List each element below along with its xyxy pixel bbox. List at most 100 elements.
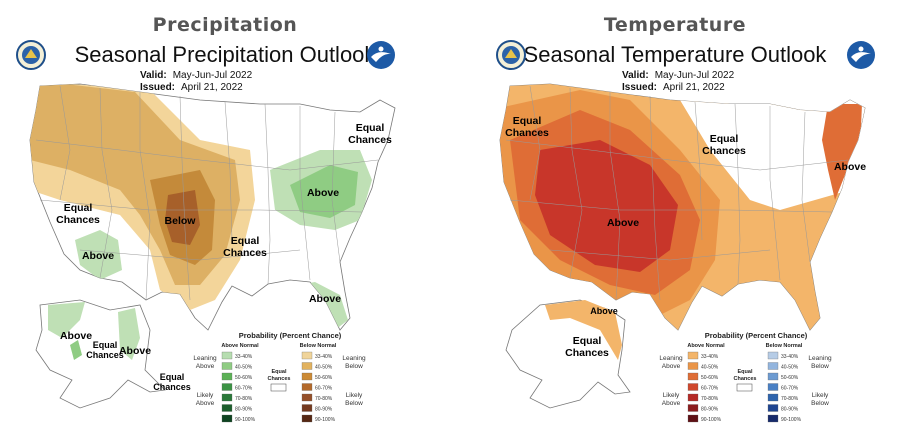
label-ec-n-2: Chances [702,145,746,157]
legend-swatch [767,351,779,360]
legend-swatch [767,393,779,402]
svg-text:Above: Above [196,363,215,370]
legend-swatch [221,404,233,412]
legend-range-label: 60-70% [701,386,719,392]
legend-range-label: 50-60% [235,375,253,381]
legend-range-label: 50-60% [701,375,719,381]
label-below-central: Below [165,215,197,227]
legend-range-label: 70-80% [701,396,719,402]
temp-issued: Issued: April 21, 2022 [622,82,725,93]
precipitation-panel: Precipitation Seasonal Precipitation Out… [16,14,396,423]
noaa-logo-icon [847,41,875,69]
svg-text:Above Normal: Above Normal [687,343,725,349]
legend-range-label: 33-40% [781,354,799,360]
precip-legend: Probability (Percent Chance) Above Norma… [193,331,366,423]
svg-text:Likely: Likely [197,392,214,399]
svg-text:Below: Below [345,363,363,370]
legend-range-label: 60-70% [235,386,253,392]
svg-text:Below: Below [811,363,829,370]
label-above-ak2: Above [119,345,151,357]
legend-swatch [687,383,699,391]
svg-text:Below Normal: Below Normal [766,343,803,349]
precip-title: Seasonal Precipitation Outlook [74,42,376,67]
legend-range-label: 90-100% [235,417,256,423]
label-ec-ne-2: Chances [348,134,392,146]
legend-swatch [687,393,699,402]
temp-header: Temperature [603,14,747,36]
svg-text:Above Normal: Above Normal [221,343,259,349]
legend-range-label: 40-50% [235,365,253,371]
svg-text:Above: Above [662,400,681,407]
legend-range-label: 33-40% [235,354,253,360]
label-above-ne: Above [834,161,866,173]
svg-text:Equal: Equal [738,369,753,375]
svg-text:Above: Above [662,363,681,370]
label-ec-w-2: Chances [56,214,100,226]
legend-range-label: 40-50% [781,365,799,371]
label-ec-n-1: Equal [710,133,739,145]
legend-swatch [301,383,313,391]
legend-range-label: 33-40% [701,354,719,360]
legend-swatch [767,404,779,412]
legend-swatch [301,372,313,381]
label-above-ak1: Above [60,330,92,342]
svg-text:Leaning: Leaning [342,355,366,362]
svg-text:Likely: Likely [812,392,829,399]
legend-range-label: 40-50% [701,365,719,371]
precip-header: Precipitation [152,14,298,36]
legend-swatch [301,351,313,360]
noaa-logo-icon [367,41,395,69]
legend-range-label: 80-90% [701,407,719,413]
temp-legend: Probability (Percent Chance) Above Norma… [659,331,832,423]
precip-map: Below Above Above Above Above Above Equa… [29,83,396,423]
precip-valid: Valid: May-Jun-Jul 2022 [140,70,253,81]
legend-range-label: 70-80% [781,396,799,402]
svg-text:Below Normal: Below Normal [300,343,337,349]
svg-text:Chances: Chances [268,376,291,382]
legend-range-label: 50-60% [315,375,333,381]
label-ec-w-2: Chances [505,127,549,139]
label-ec-s-1: Equal [231,235,260,247]
legend-range-label: 70-80% [235,396,253,402]
svg-text:Below: Below [811,400,829,407]
legend-swatch [767,414,779,423]
legend-range-label: 50-60% [781,375,799,381]
legend-range-label: 70-80% [315,396,333,402]
legend-range-label: 40-50% [315,365,333,371]
legend-range-label: 33-40% [315,354,333,360]
svg-text:Leaning: Leaning [193,355,217,362]
label-ec-ne-1: Equal [356,122,385,134]
precip-issued: Issued: April 21, 2022 [140,82,243,93]
legend-swatch [767,383,779,391]
legend-range-label: 90-100% [781,417,802,423]
temp-valid: Valid: May-Jun-Jul 2022 [622,70,735,81]
legend-swatch [301,404,313,412]
svg-text:Leaning: Leaning [808,355,832,362]
legend-swatch [687,372,699,381]
legend-swatch [301,414,313,423]
label-above-center: Above [607,217,639,229]
label-above-ne: Above [307,187,339,199]
legend-swatch [221,393,233,402]
label-ec-ak-2: Chances [565,347,609,359]
svg-text:Probability (Percent Chance): Probability (Percent Chance) [239,331,342,340]
label-ec-w-1: Equal [513,115,542,127]
legend-range-label: 80-90% [235,407,253,413]
legend-range-label: 60-70% [315,386,333,392]
svg-text:Chances: Chances [734,376,757,382]
temperature-panel: Temperature Seasonal Temperature Outlook… [450,0,900,434]
legend-range-label: 80-90% [781,407,799,413]
label-above-ak: Above [590,306,618,316]
legend-swatch [221,351,233,360]
svg-text:Probability (Percent Chance): Probability (Percent Chance) [705,331,808,340]
temp-map: Above Above Above Equal Chances Equal Ch… [499,83,866,423]
legend-swatch [687,414,699,423]
legend-swatch [301,362,313,370]
svg-text:Below: Below [345,400,363,407]
legend-swatch [767,362,779,370]
svg-text:Leaning: Leaning [659,355,683,362]
label-ec-ak2-2: Chances [153,382,191,392]
label-above-sw: Above [82,250,114,262]
noaa-seal-icon [496,40,526,70]
label-ec-ak-2: Chances [86,350,124,360]
